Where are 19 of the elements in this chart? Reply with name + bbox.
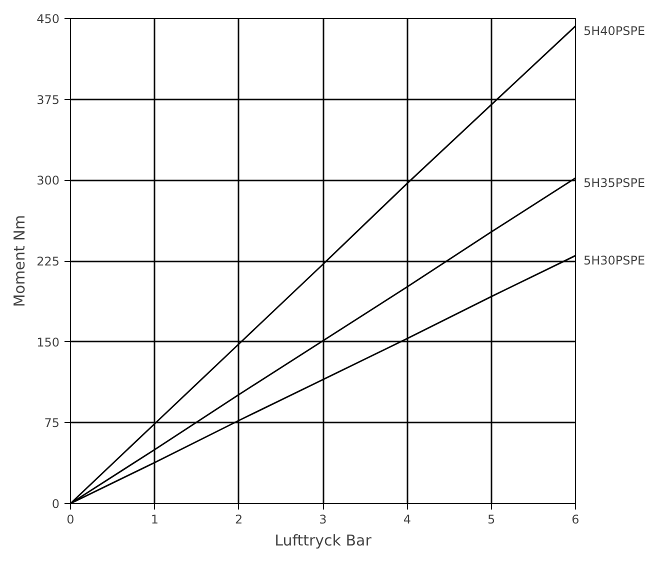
y-tick-label: 450	[36, 12, 60, 26]
x-axis-title: Lufttryck Bar	[274, 532, 372, 550]
y-tick-label: 0	[52, 497, 60, 511]
series-label: 5H30PSPE	[584, 254, 646, 268]
x-tick-label: 3	[319, 512, 327, 526]
y-tick-label: 300	[36, 174, 60, 188]
x-tick-label: 5	[488, 512, 496, 526]
y-axis-title: Moment Nm	[10, 215, 29, 307]
y-tick-label: 75	[44, 416, 60, 430]
y-tick-label: 225	[36, 254, 60, 268]
x-tick-label: 2	[235, 512, 243, 526]
y-tick-label: 150	[36, 335, 60, 350]
series-label: 5H35PSPE	[584, 176, 646, 190]
series-label: 5H40PSPE	[584, 24, 646, 38]
x-tick-label: 4	[403, 512, 411, 526]
x-tick-label: 6	[572, 512, 580, 526]
x-tick-label: 0	[66, 512, 74, 526]
x-tick-label: 1	[150, 512, 158, 526]
y-tick-label: 375	[36, 92, 60, 107]
